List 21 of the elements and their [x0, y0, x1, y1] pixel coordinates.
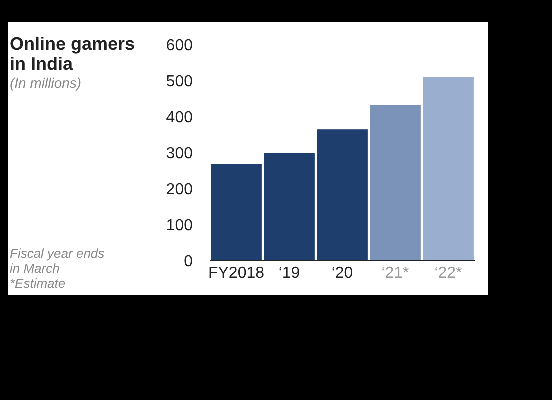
text: *Estimate	[10, 276, 66, 291]
y-tick-label: 0	[184, 254, 194, 271]
bar	[370, 105, 421, 261]
y-tick-label: 500	[166, 74, 194, 91]
x-tick-label: FY2018	[208, 265, 265, 282]
x-tick-label: ‘19	[278, 265, 300, 282]
x-tick-label: ‘21*	[382, 265, 410, 282]
chart-title: Online gamers in India	[10, 34, 136, 74]
bar	[317, 130, 368, 261]
bar	[264, 153, 315, 261]
y-tick-label: 600	[166, 38, 194, 55]
y-tick-label: 100	[166, 218, 194, 235]
text: (In millions)	[10, 75, 82, 91]
y-tick-label: 200	[166, 182, 194, 199]
bar	[211, 164, 262, 261]
text: Fiscal year ends in March	[10, 246, 106, 276]
y-tick-label: 400	[166, 110, 194, 127]
y-tick-label: 300	[166, 146, 194, 163]
bar	[423, 77, 474, 261]
x-tick-label: ‘20	[332, 265, 354, 282]
x-tick-label: ‘22*	[434, 265, 462, 282]
